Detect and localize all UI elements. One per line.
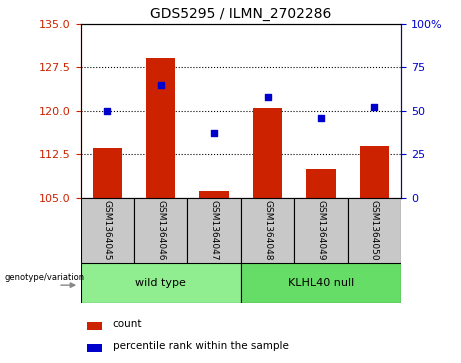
Bar [200, 191, 229, 198]
Bar [87, 322, 102, 330]
Point [211, 130, 218, 136]
Text: wild type: wild type [136, 278, 186, 288]
Text: GSM1364049: GSM1364049 [316, 200, 325, 261]
Bar [146, 58, 176, 198]
Text: count: count [112, 319, 142, 329]
Point [264, 94, 271, 100]
Title: GDS5295 / ILMN_2702286: GDS5295 / ILMN_2702286 [150, 7, 331, 21]
Text: GSM1364046: GSM1364046 [156, 200, 165, 261]
Bar [241, 198, 294, 263]
Text: GSM1364047: GSM1364047 [210, 200, 219, 261]
Bar [241, 263, 401, 303]
Bar [348, 198, 401, 263]
Bar [360, 146, 389, 198]
Point [317, 115, 325, 121]
Bar [134, 198, 188, 263]
Text: GSM1364045: GSM1364045 [103, 200, 112, 261]
Point [104, 108, 111, 114]
Point [371, 104, 378, 110]
Bar [253, 108, 282, 198]
Point [157, 82, 165, 87]
Bar [81, 263, 241, 303]
Bar [294, 198, 348, 263]
Bar [188, 198, 241, 263]
Bar [81, 198, 134, 263]
Text: GSM1364050: GSM1364050 [370, 200, 379, 261]
Text: KLHL40 null: KLHL40 null [288, 278, 354, 288]
Bar [87, 344, 102, 352]
Text: genotype/variation: genotype/variation [4, 273, 84, 282]
Bar [306, 169, 336, 198]
Text: percentile rank within the sample: percentile rank within the sample [112, 341, 289, 351]
Text: GSM1364048: GSM1364048 [263, 200, 272, 261]
Bar [93, 148, 122, 198]
